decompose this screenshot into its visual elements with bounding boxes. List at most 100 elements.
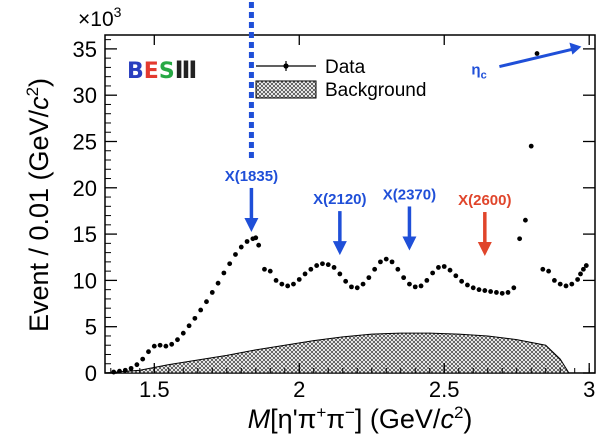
data-point	[267, 268, 273, 274]
y-tick-label: 20	[73, 176, 97, 201]
data-point	[302, 271, 308, 277]
data-point	[389, 259, 395, 265]
data-point	[575, 277, 581, 282]
data-point	[424, 277, 430, 283]
data-point	[117, 368, 122, 374]
data-point	[459, 278, 465, 284]
annotation-arrowhead	[477, 242, 492, 257]
data-point	[383, 256, 389, 262]
data-point	[441, 264, 447, 269]
data-point	[128, 365, 134, 371]
data-point	[238, 244, 244, 250]
data-point	[540, 266, 546, 272]
x-tick-label: 3	[583, 377, 595, 402]
data-point	[360, 281, 366, 287]
data-point	[262, 266, 267, 272]
data-point	[256, 242, 262, 248]
data-point	[343, 278, 349, 284]
data-point	[279, 281, 285, 287]
data-point	[134, 362, 140, 368]
data-point	[354, 285, 360, 291]
data-point	[482, 288, 488, 293]
data-point	[253, 235, 259, 241]
annotation-arrowhead	[402, 236, 417, 251]
data-point	[209, 290, 215, 295]
annotation-arrow	[499, 47, 576, 69]
legend-background-swatch	[255, 80, 317, 99]
data-point	[372, 266, 378, 272]
data-point	[569, 281, 575, 287]
data-point	[221, 270, 227, 276]
data-point	[227, 261, 233, 267]
data-point	[325, 262, 331, 268]
data-point	[331, 265, 337, 270]
data-point	[447, 267, 453, 273]
annotation: ηc	[471, 42, 582, 82]
data-point	[320, 261, 325, 267]
annotation-label: X(2370)	[383, 186, 436, 203]
annotation-label: ηc	[471, 62, 486, 82]
data-point	[192, 315, 198, 321]
data-point	[291, 281, 296, 287]
x-axis-title: M[η'π+π−] (GeV/c2)	[248, 403, 473, 434]
besiii-logo: BESⅢ	[127, 56, 197, 84]
data-point	[244, 239, 250, 244]
data-point	[157, 342, 163, 348]
annotation: X(2370)	[383, 186, 436, 251]
data-point	[583, 263, 589, 268]
data-point	[430, 270, 436, 276]
annotation: X(2600)	[458, 192, 512, 257]
y-tick-label: 0	[85, 361, 97, 386]
data-point	[308, 266, 314, 272]
data-point	[453, 273, 459, 279]
data-point	[470, 285, 476, 291]
data-point	[436, 265, 441, 270]
data-point	[146, 349, 151, 355]
annotation-arrowhead	[332, 241, 347, 256]
data-point	[337, 271, 343, 277]
legend-data-marker	[256, 61, 316, 71]
y-tick-label: 15	[73, 222, 97, 247]
legend-label-background: Background	[325, 80, 426, 101]
svg-text:BESⅢ: BESⅢ	[127, 56, 197, 84]
x-tick-label: 1.5	[139, 377, 170, 402]
background-series	[104, 332, 570, 374]
data-point	[349, 284, 354, 290]
data-point	[465, 282, 470, 288]
data-point	[534, 51, 540, 56]
data-point	[296, 277, 302, 282]
data-point	[122, 367, 128, 373]
annotation-label: X(2120)	[313, 191, 366, 208]
y-tick-label: 30	[73, 83, 97, 108]
data-point	[163, 343, 169, 349]
data-point	[169, 341, 175, 347]
y-axis-title: Event / 0.01 (GeV/c2)	[23, 78, 54, 332]
data-point	[517, 236, 523, 242]
data-point	[488, 289, 494, 294]
data-point	[563, 283, 569, 289]
annotation-label: X(1835)	[225, 168, 278, 185]
data-point	[395, 266, 401, 272]
annotation: X(1835)	[225, 2, 278, 232]
data-point	[552, 277, 557, 283]
data-point	[505, 290, 511, 295]
y-tick-label: 35	[73, 37, 97, 62]
data-series	[111, 51, 589, 375]
annotation-arrowhead	[244, 217, 259, 232]
data-point	[273, 277, 279, 283]
data-point	[401, 275, 407, 281]
y-multiplier: ×103	[78, 4, 122, 31]
data-point	[186, 323, 192, 329]
data-point	[285, 283, 291, 289]
data-point	[528, 143, 534, 149]
data-point	[215, 280, 221, 286]
y-tick-label: 25	[73, 129, 97, 154]
data-point	[180, 330, 186, 336]
data-point	[111, 369, 117, 375]
data-point	[581, 266, 586, 272]
background-area	[104, 332, 570, 374]
data-point	[578, 271, 583, 277]
data-point	[151, 343, 157, 349]
data-point	[557, 281, 563, 287]
